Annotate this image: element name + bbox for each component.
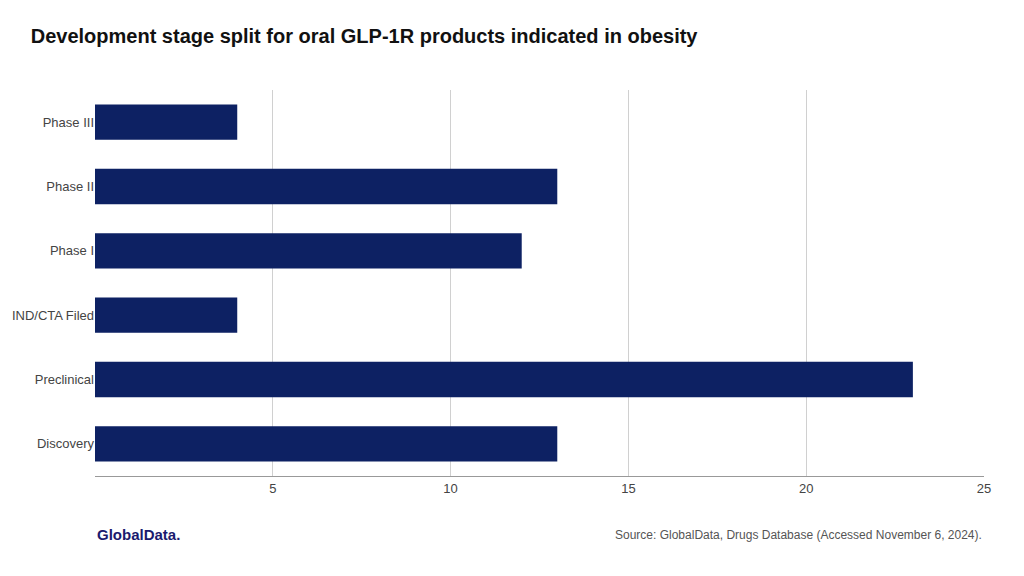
svg-text:Preclinical: Preclinical [35, 372, 94, 387]
svg-text:Source: GlobalData, Drugs Data: Source: GlobalData, Drugs Database (Acce… [615, 528, 982, 542]
svg-text:10: 10 [443, 481, 457, 496]
svg-text:Development stage split for or: Development stage split for oral GLP-1R … [31, 25, 699, 47]
svg-text:Phase I: Phase I [50, 243, 94, 258]
svg-text:Phase III: Phase III [43, 115, 94, 130]
svg-text:15: 15 [621, 481, 635, 496]
svg-text:5: 5 [269, 481, 276, 496]
svg-text:20: 20 [799, 481, 813, 496]
svg-text:Phase II: Phase II [46, 179, 94, 194]
svg-text:IND/CTA Filed: IND/CTA Filed [12, 308, 94, 323]
svg-text:GlobalData.: GlobalData. [97, 526, 180, 543]
svg-text:25: 25 [977, 481, 991, 496]
svg-text:Discovery: Discovery [37, 436, 95, 451]
